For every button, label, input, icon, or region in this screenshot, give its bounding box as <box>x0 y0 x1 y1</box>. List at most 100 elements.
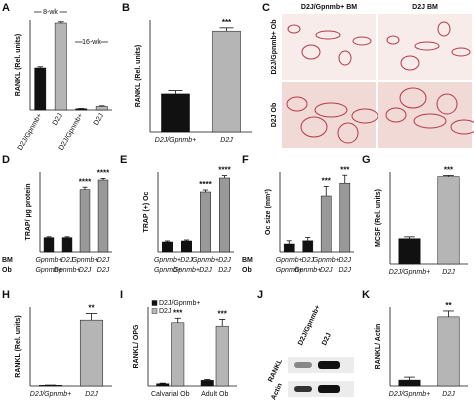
significance: *** <box>444 166 454 175</box>
blot-band <box>294 362 312 368</box>
x-tick-label: D2J <box>180 257 193 264</box>
significance: ** <box>88 304 95 313</box>
significance: ** <box>445 301 452 310</box>
x-tick-label: D2J/Gpnmb+ <box>17 112 44 151</box>
significance: **** <box>218 166 231 175</box>
legend-swatch <box>151 300 158 306</box>
significance: *** <box>173 308 183 317</box>
y-axis-label: RANKL/ Actin <box>375 324 382 370</box>
cell <box>352 36 372 46</box>
panel-letter: D <box>2 154 10 166</box>
panel-letter: E <box>120 154 127 166</box>
y-axis-label: Oc size (mm²) <box>265 189 272 235</box>
significance: *** <box>340 165 350 174</box>
x-tick-label: D2J <box>339 257 352 264</box>
blot-band <box>294 386 312 392</box>
legend-entry: D2J/Gpnmb+ <box>159 300 200 307</box>
bar <box>34 67 47 111</box>
row-label: D2J/Gpnmb+ Ob <box>271 19 278 74</box>
cell <box>338 50 352 66</box>
bar <box>212 30 241 133</box>
bar <box>437 316 460 387</box>
significance: *** <box>218 310 228 319</box>
bar <box>97 179 109 253</box>
x-tick-label-row2: D2J <box>97 267 110 274</box>
y-axis-label: TRAP/ µg protein <box>25 184 32 241</box>
bar <box>398 238 421 265</box>
bar <box>156 383 170 387</box>
x-tick-label: D2J <box>97 257 110 264</box>
y-axis-label: TRAP (+) Oc <box>143 191 150 232</box>
x-tick-label: D2J/Gpnmb+ <box>30 391 71 398</box>
x-tick-label: D2J <box>302 257 315 264</box>
bar <box>79 189 91 253</box>
bar <box>75 108 88 111</box>
x-tick-label: Gpnmb+ <box>154 257 181 264</box>
column-label: D2J BM <box>412 4 438 11</box>
cell <box>287 24 301 34</box>
lane-label: D2J/Gpnmb+ <box>297 304 322 346</box>
x-tick-label: D2J <box>442 269 455 276</box>
y-axis-label: MCSF (Rel. units) <box>375 189 382 247</box>
blot-band <box>318 385 340 393</box>
cell <box>301 44 321 60</box>
x-tick-label: Gpnmb+ <box>313 257 340 264</box>
significance: **** <box>79 177 92 186</box>
micrograph <box>282 14 376 80</box>
panel-letter: B <box>122 2 130 14</box>
cell <box>337 122 359 144</box>
bar <box>339 182 351 253</box>
x-tick-label: D2J/Gpnmb+ <box>389 391 430 398</box>
x-tick-label: Gpnmb+ <box>192 257 219 264</box>
cell <box>300 116 328 138</box>
bar <box>162 241 173 253</box>
y-axis-label: RANKL (Rel. units) <box>135 45 142 107</box>
panel-letter: A <box>2 2 10 14</box>
bar <box>215 325 229 387</box>
x-tick-label-row2: Gpnmb+ <box>154 267 181 274</box>
cell <box>400 55 420 71</box>
significance: *** <box>222 18 232 27</box>
bar <box>54 22 67 111</box>
y-axis-label: RANKL/ OPG <box>133 324 140 369</box>
x-tick-label: Adult Ob <box>201 391 228 398</box>
x-tick-label: D2J/Gpnmb+ <box>389 269 430 276</box>
x-tick-label-row2: D2J <box>218 267 231 274</box>
x-tick-label: D2J <box>85 391 98 398</box>
x-tick-label: D2J <box>93 112 105 126</box>
significance: *** <box>322 177 332 186</box>
x-tick-label-row2: D2J <box>79 267 92 274</box>
x-tick-label-row2: Gpnmb+ <box>173 267 200 274</box>
panel-letter: H <box>2 289 10 301</box>
x-tick-label: D2J/Gpnmb+ <box>155 137 196 144</box>
panel-letter: J <box>257 289 263 301</box>
cell <box>399 87 427 109</box>
legend-entry: D2J <box>159 308 171 315</box>
x-tick-label-row2: Gpnmb+ <box>294 267 321 274</box>
micrograph <box>378 14 472 80</box>
cell <box>436 93 458 115</box>
cell <box>413 113 447 129</box>
row-label: Ob <box>2 267 12 274</box>
group-label: 8-wk <box>43 9 58 16</box>
bar <box>283 243 295 253</box>
bar <box>219 177 230 253</box>
panel-letter: K <box>362 289 370 301</box>
cell <box>450 119 474 135</box>
x-tick-label: Gpnmb+ <box>71 257 98 264</box>
bar <box>95 106 108 111</box>
significance: **** <box>97 169 110 178</box>
column-label: D2J/Gpnmb+ BM <box>301 4 357 11</box>
x-tick-label-row2: Gpnmb+ <box>276 267 303 274</box>
row-label: BM <box>2 257 13 264</box>
panel-letter: I <box>120 289 123 301</box>
row-label: Ob <box>242 267 252 274</box>
x-tick-label: Calvarial Ob <box>151 391 190 398</box>
cell <box>437 21 451 37</box>
micrograph <box>282 82 376 148</box>
cell <box>286 96 308 112</box>
bar <box>200 380 214 387</box>
cell <box>314 102 348 118</box>
